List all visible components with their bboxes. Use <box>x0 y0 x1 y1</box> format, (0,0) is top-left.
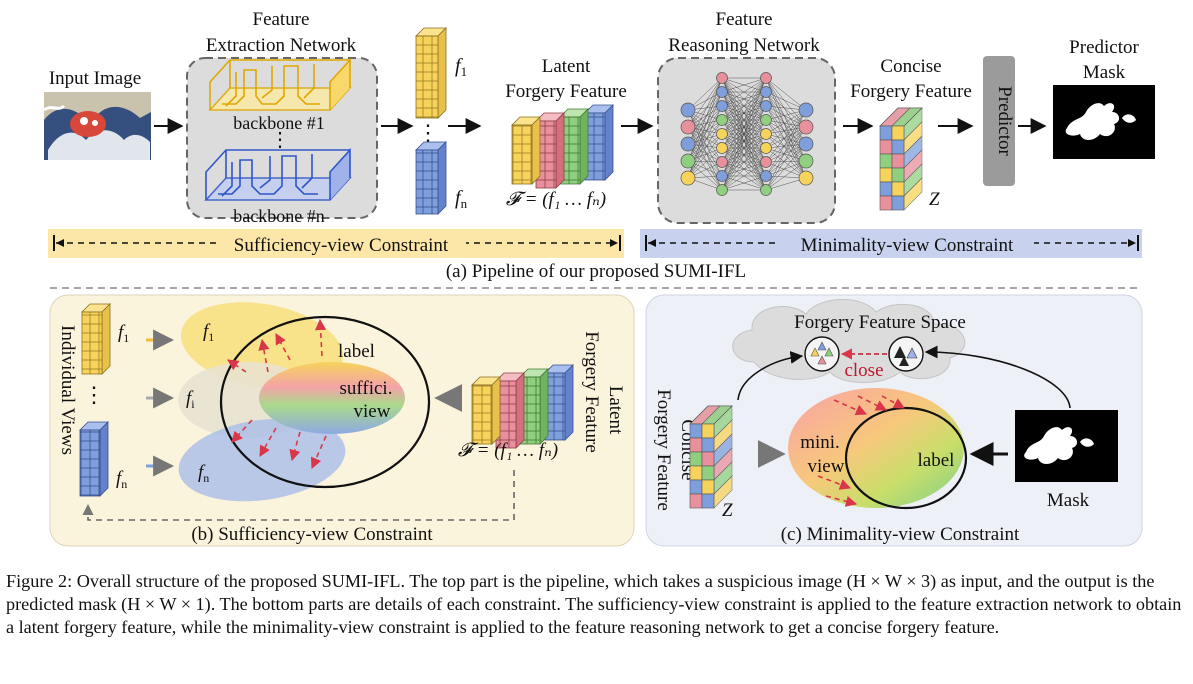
f1-label: f1 <box>455 55 467 79</box>
minimality-red-arrows <box>817 395 905 507</box>
frn-title-line2: Reasoning Network <box>668 35 820 56</box>
panel-b-f1-stack <box>81 303 111 375</box>
fen-title-line1: Feature <box>253 9 310 30</box>
triangles-dark <box>888 336 924 372</box>
minimality-bar-label: Minimality-view Constraint <box>801 235 1014 256</box>
label-text-c: label <box>918 450 955 471</box>
space-title: Forgery Feature Space <box>794 312 966 333</box>
backbone-n-shape <box>204 147 352 201</box>
input-image-label: Input Image <box>49 68 141 89</box>
f-vdots: ⋮ <box>417 120 439 145</box>
label-circle-c <box>844 406 968 510</box>
view-f1-label: f1 <box>203 321 214 344</box>
backbone-1-shape <box>208 57 352 111</box>
caption-b: (b) Sufficiency-view Constraint <box>191 524 433 545</box>
concise-title-line2: Forgery Feature <box>850 81 972 102</box>
backbone-1-label: backbone #1 <box>233 113 324 133</box>
panel-b-latent-title-2: Forgery Feature <box>581 331 602 453</box>
mini-text: mini. <box>800 432 840 453</box>
figure-caption: Figure 2: Overall structure of the propo… <box>6 571 1182 637</box>
sufficiency-bar-label: Sufficiency-view Constraint <box>234 235 449 256</box>
concise-title-line1: Concise <box>880 56 941 77</box>
panel-b-latent-stack <box>471 364 574 449</box>
latent-title-line1: Latent <box>542 56 591 77</box>
caption-c: (c) Minimality-view Constraint <box>781 524 1020 545</box>
fen-title-line2: Extraction Network <box>206 35 357 56</box>
label-text-b: label <box>338 341 375 362</box>
mask-title-line1: Predictor <box>1069 37 1139 58</box>
z-label: Z <box>929 189 940 210</box>
panel-c-mask-image <box>1015 410 1118 482</box>
sufficiency-red-arrows <box>227 318 327 470</box>
suffici-view-text: view <box>354 401 391 422</box>
view-fi-label: fi <box>186 388 195 411</box>
feedback-dashed-path <box>82 470 515 521</box>
backbone-vdots: ⋮ <box>270 129 290 151</box>
panel-b-fn-stack <box>79 421 109 497</box>
triangles-colored <box>804 336 840 372</box>
panel-b-fn-label: fn <box>116 468 127 491</box>
label-circle-b <box>219 315 431 489</box>
feature-fn-stack <box>415 141 447 215</box>
concise-feature-cube <box>879 107 923 211</box>
view-fn-label: fn <box>198 462 209 485</box>
neural-network-graphic <box>680 72 814 196</box>
backbone-n-label: backbone #n <box>233 206 324 226</box>
sufficient-view-ellipse <box>259 362 405 434</box>
close-text: close <box>844 360 883 381</box>
panel-b-vdots: ⋮ <box>83 382 105 407</box>
predicted-mask-image <box>1053 85 1155 159</box>
predictor-label: Predictor <box>994 86 1015 156</box>
panel-b-latent-title-1: Latent <box>605 386 626 435</box>
caption-a: (a) Pipeline of our proposed SUMI-IFL <box>446 261 746 282</box>
feature-f1-stack <box>415 27 447 119</box>
latent-title-line2: Forgery Feature <box>505 81 627 102</box>
latent-feature-stack <box>511 104 614 189</box>
panel-b-formula: 𝓕 = (f₁ … fₙ) <box>458 440 558 461</box>
panel-b-f1-label: f1 <box>118 322 129 345</box>
input-image-thumbnail <box>43 92 151 160</box>
mini-view-text: view <box>808 456 845 477</box>
panel-c-concise-cube <box>689 405 733 509</box>
panel-c-z-label: Z <box>722 500 733 521</box>
fn-label: fn <box>455 187 468 211</box>
mask-title-line2: Mask <box>1083 62 1126 83</box>
individual-views-label: Individual Views <box>57 325 78 455</box>
suffici-text: suffici. <box>340 378 393 399</box>
predictor-block <box>983 56 1015 186</box>
minimal-view-ellipse <box>788 388 964 508</box>
latent-formula: 𝓕 = (f₁ … fₙ) <box>506 189 606 210</box>
view-ellipse-fn <box>178 418 346 502</box>
figure-diagram: Input Image Feature Extraction Network b… <box>43 9 1155 547</box>
mask-label: Mask <box>1047 490 1090 511</box>
panel-c-concise-2: Forgery Feature <box>653 389 674 511</box>
frn-title-line1: Feature <box>716 9 773 30</box>
